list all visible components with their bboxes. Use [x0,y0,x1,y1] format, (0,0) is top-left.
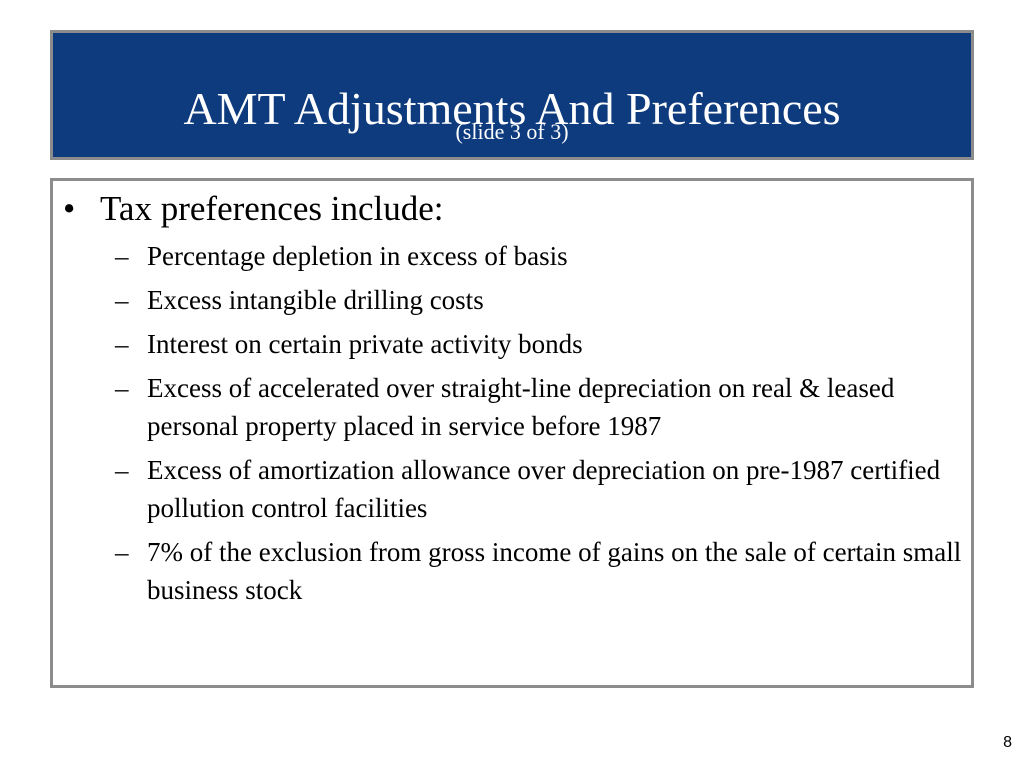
dash-icon: – [115,537,129,567]
dash-icon: – [115,285,129,315]
sub-bullet-item: – Excess of amortization allowance over … [53,451,974,527]
sub-bullet-text: Interest on certain private activity bon… [147,329,583,359]
sub-bullet-item: – 7% of the exclusion from gross income … [53,533,974,609]
sub-bullet-text: Excess of amortization allowance over de… [147,455,941,523]
main-bullet-text: Tax preferences include: [100,189,444,228]
slide-content: • Tax preferences include: – Percentage … [50,178,974,688]
dash-icon: – [115,329,129,359]
dash-icon: – [115,373,129,403]
sub-bullet-text: 7% of the exclusion from gross income of… [147,537,962,605]
slide-subtitle: (slide 3 of 3) [455,119,569,144]
sub-bullet-text: Excess intangible drilling costs [147,285,484,315]
page-number: 8 [1003,734,1012,751]
slide-title: AMT Adjustments And Preferences [183,83,841,134]
sub-bullet-item: – Percentage depletion in excess of basi… [53,237,974,275]
slide-title-banner: AMT Adjustments And Preferences (slide 3… [50,30,974,160]
bullet-icon: • [63,189,76,228]
sub-bullet-list: – Percentage depletion in excess of basi… [53,237,974,615]
sub-bullet-item: – Excess intangible drilling costs [53,281,974,319]
sub-bullet-item: – Excess of accelerated over straight-li… [53,369,974,445]
sub-bullet-item: – Interest on certain private activity b… [53,325,974,363]
sub-bullet-text: Percentage depletion in excess of basis [147,241,568,271]
sub-bullet-text: Excess of accelerated over straight-line… [147,373,895,441]
dash-icon: – [115,455,129,485]
dash-icon: – [115,241,129,271]
